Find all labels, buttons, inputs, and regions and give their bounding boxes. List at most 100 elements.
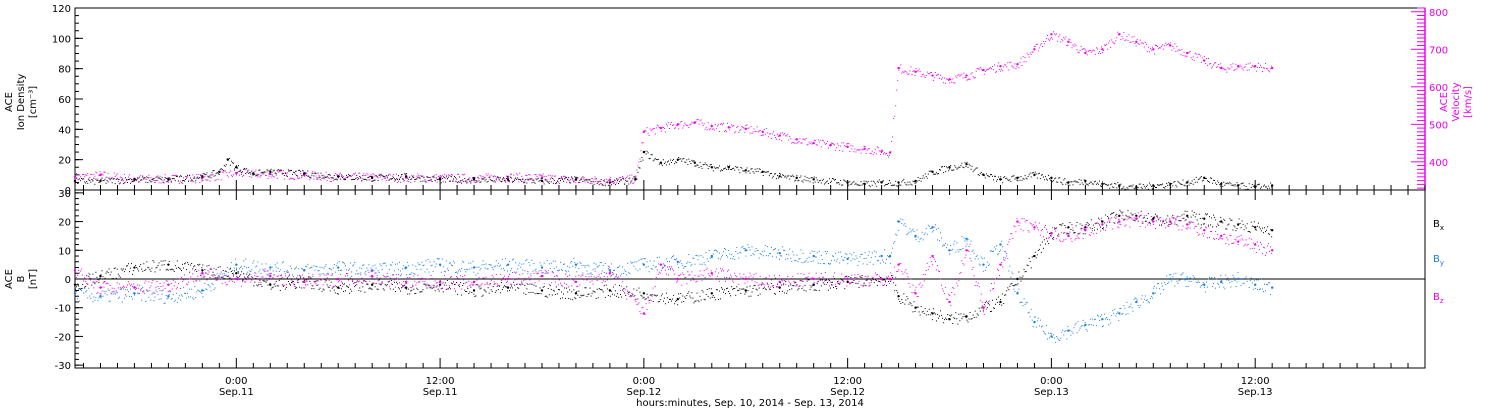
density-series-sample <box>654 157 656 159</box>
by-series-sample <box>1017 291 1019 293</box>
by-series-sample <box>1089 318 1091 320</box>
bx-series-sample <box>449 288 451 290</box>
bx-series-sample <box>698 301 700 303</box>
velocity-series-sample <box>1096 48 1098 50</box>
velocity-series-sample <box>714 124 716 126</box>
bx-series-sample <box>377 289 379 291</box>
bx-series-sample <box>1263 232 1264 234</box>
by-series-sample <box>575 266 577 268</box>
density-series-sample <box>569 182 571 184</box>
density-series-sample <box>1002 182 1004 184</box>
velocity-series-sample <box>878 150 880 152</box>
velocity-series-sample <box>1027 54 1029 56</box>
density-series-sample <box>773 173 775 175</box>
by-series-sample <box>899 221 901 223</box>
velocity-series-sample <box>368 179 370 181</box>
bx-series-sample <box>509 290 511 292</box>
density-series-sample <box>670 159 672 161</box>
by-series-sample <box>508 264 510 266</box>
by-series-sample <box>179 299 181 301</box>
bx-series-sample <box>95 271 97 273</box>
density-series-sample <box>177 180 179 182</box>
bx-series-sample <box>925 314 927 316</box>
by-series-sample <box>253 260 255 262</box>
bx-series-sample <box>930 312 932 314</box>
density-series-sample <box>965 166 967 168</box>
velocity-series-sample <box>531 177 533 179</box>
velocity-series-sample <box>599 183 601 185</box>
density-series-sample <box>805 180 807 182</box>
bx-series-sample <box>213 274 215 276</box>
by-series-sample <box>1268 282 1270 284</box>
bx-series-sample <box>1162 220 1164 222</box>
density-series-sample <box>395 178 397 180</box>
bx-series-sample <box>115 277 117 279</box>
bx-series-sample <box>489 282 491 284</box>
bx-series-sample <box>448 286 450 288</box>
by-series-sample <box>458 270 460 272</box>
velocity-series-sample <box>1066 45 1068 47</box>
velocity-series-sample <box>428 176 430 178</box>
by-series-sample <box>911 229 913 231</box>
by-series-point <box>965 237 968 241</box>
velocity-series-sample <box>756 126 758 128</box>
bx-series-sample <box>210 268 212 270</box>
bx-series-sample <box>1160 220 1162 222</box>
velocity-series-sample <box>1074 43 1076 45</box>
density-series-sample <box>245 173 247 175</box>
velocity-series-sample <box>664 131 666 133</box>
density-series-sample <box>895 180 897 182</box>
by-series-sample <box>1104 313 1106 315</box>
density-series-point <box>133 178 136 181</box>
velocity-series-sample <box>533 179 535 181</box>
density-series-sample <box>598 184 600 186</box>
by-series-sample <box>964 240 966 242</box>
bz-series-point <box>303 280 306 284</box>
bx-series-sample <box>840 278 842 280</box>
density-series-sample <box>437 178 439 180</box>
bx-series-sample <box>611 293 613 295</box>
bx-series-sample <box>528 292 530 294</box>
density-series-sample <box>189 175 191 177</box>
density-series-sample <box>82 178 84 180</box>
density-series-sample <box>755 171 757 173</box>
velocity-series-sample <box>499 180 501 182</box>
density-series-sample <box>269 169 271 171</box>
velocity-series-sample <box>1166 44 1168 46</box>
bx-series-sample <box>729 292 731 294</box>
density-series-sample <box>1124 188 1126 190</box>
by-series-sample <box>629 273 631 275</box>
bx-series-sample <box>571 291 573 293</box>
by-series-sample <box>1003 256 1005 258</box>
density-series-sample <box>723 168 724 170</box>
density-series-sample <box>984 177 986 179</box>
density-series-sample <box>700 165 702 167</box>
density-series-sample <box>1130 184 1132 186</box>
by-series-point <box>676 260 680 263</box>
velocity-series-sample <box>904 70 906 72</box>
by-series-sample <box>1167 282 1169 284</box>
by-series-sample <box>1056 335 1058 337</box>
by-series-sample <box>214 287 216 289</box>
velocity-series-sample <box>248 169 250 171</box>
by-series-sample <box>1136 299 1138 301</box>
density-series-sample <box>336 179 338 181</box>
by-series-sample <box>403 265 405 267</box>
bx-series-sample <box>590 295 592 297</box>
bx-series-sample <box>1225 228 1227 230</box>
velocity-series-sample <box>889 154 891 156</box>
density-series-sample <box>319 176 321 178</box>
velocity-series-sample <box>369 179 371 181</box>
velocity-series-sample <box>590 182 592 184</box>
bx-series-sample <box>388 280 390 282</box>
bx-series-sample <box>1213 214 1215 216</box>
bx-series-sample <box>475 295 477 297</box>
bx-series-sample <box>703 298 705 300</box>
velocity-series-sample <box>901 72 903 74</box>
bx-series-sample <box>820 285 822 287</box>
bx-series-sample <box>707 295 709 297</box>
density-series-sample <box>1023 178 1025 180</box>
velocity-series-sample <box>784 133 786 135</box>
velocity-series-sample <box>1191 58 1193 60</box>
density-series-sample <box>323 178 325 180</box>
